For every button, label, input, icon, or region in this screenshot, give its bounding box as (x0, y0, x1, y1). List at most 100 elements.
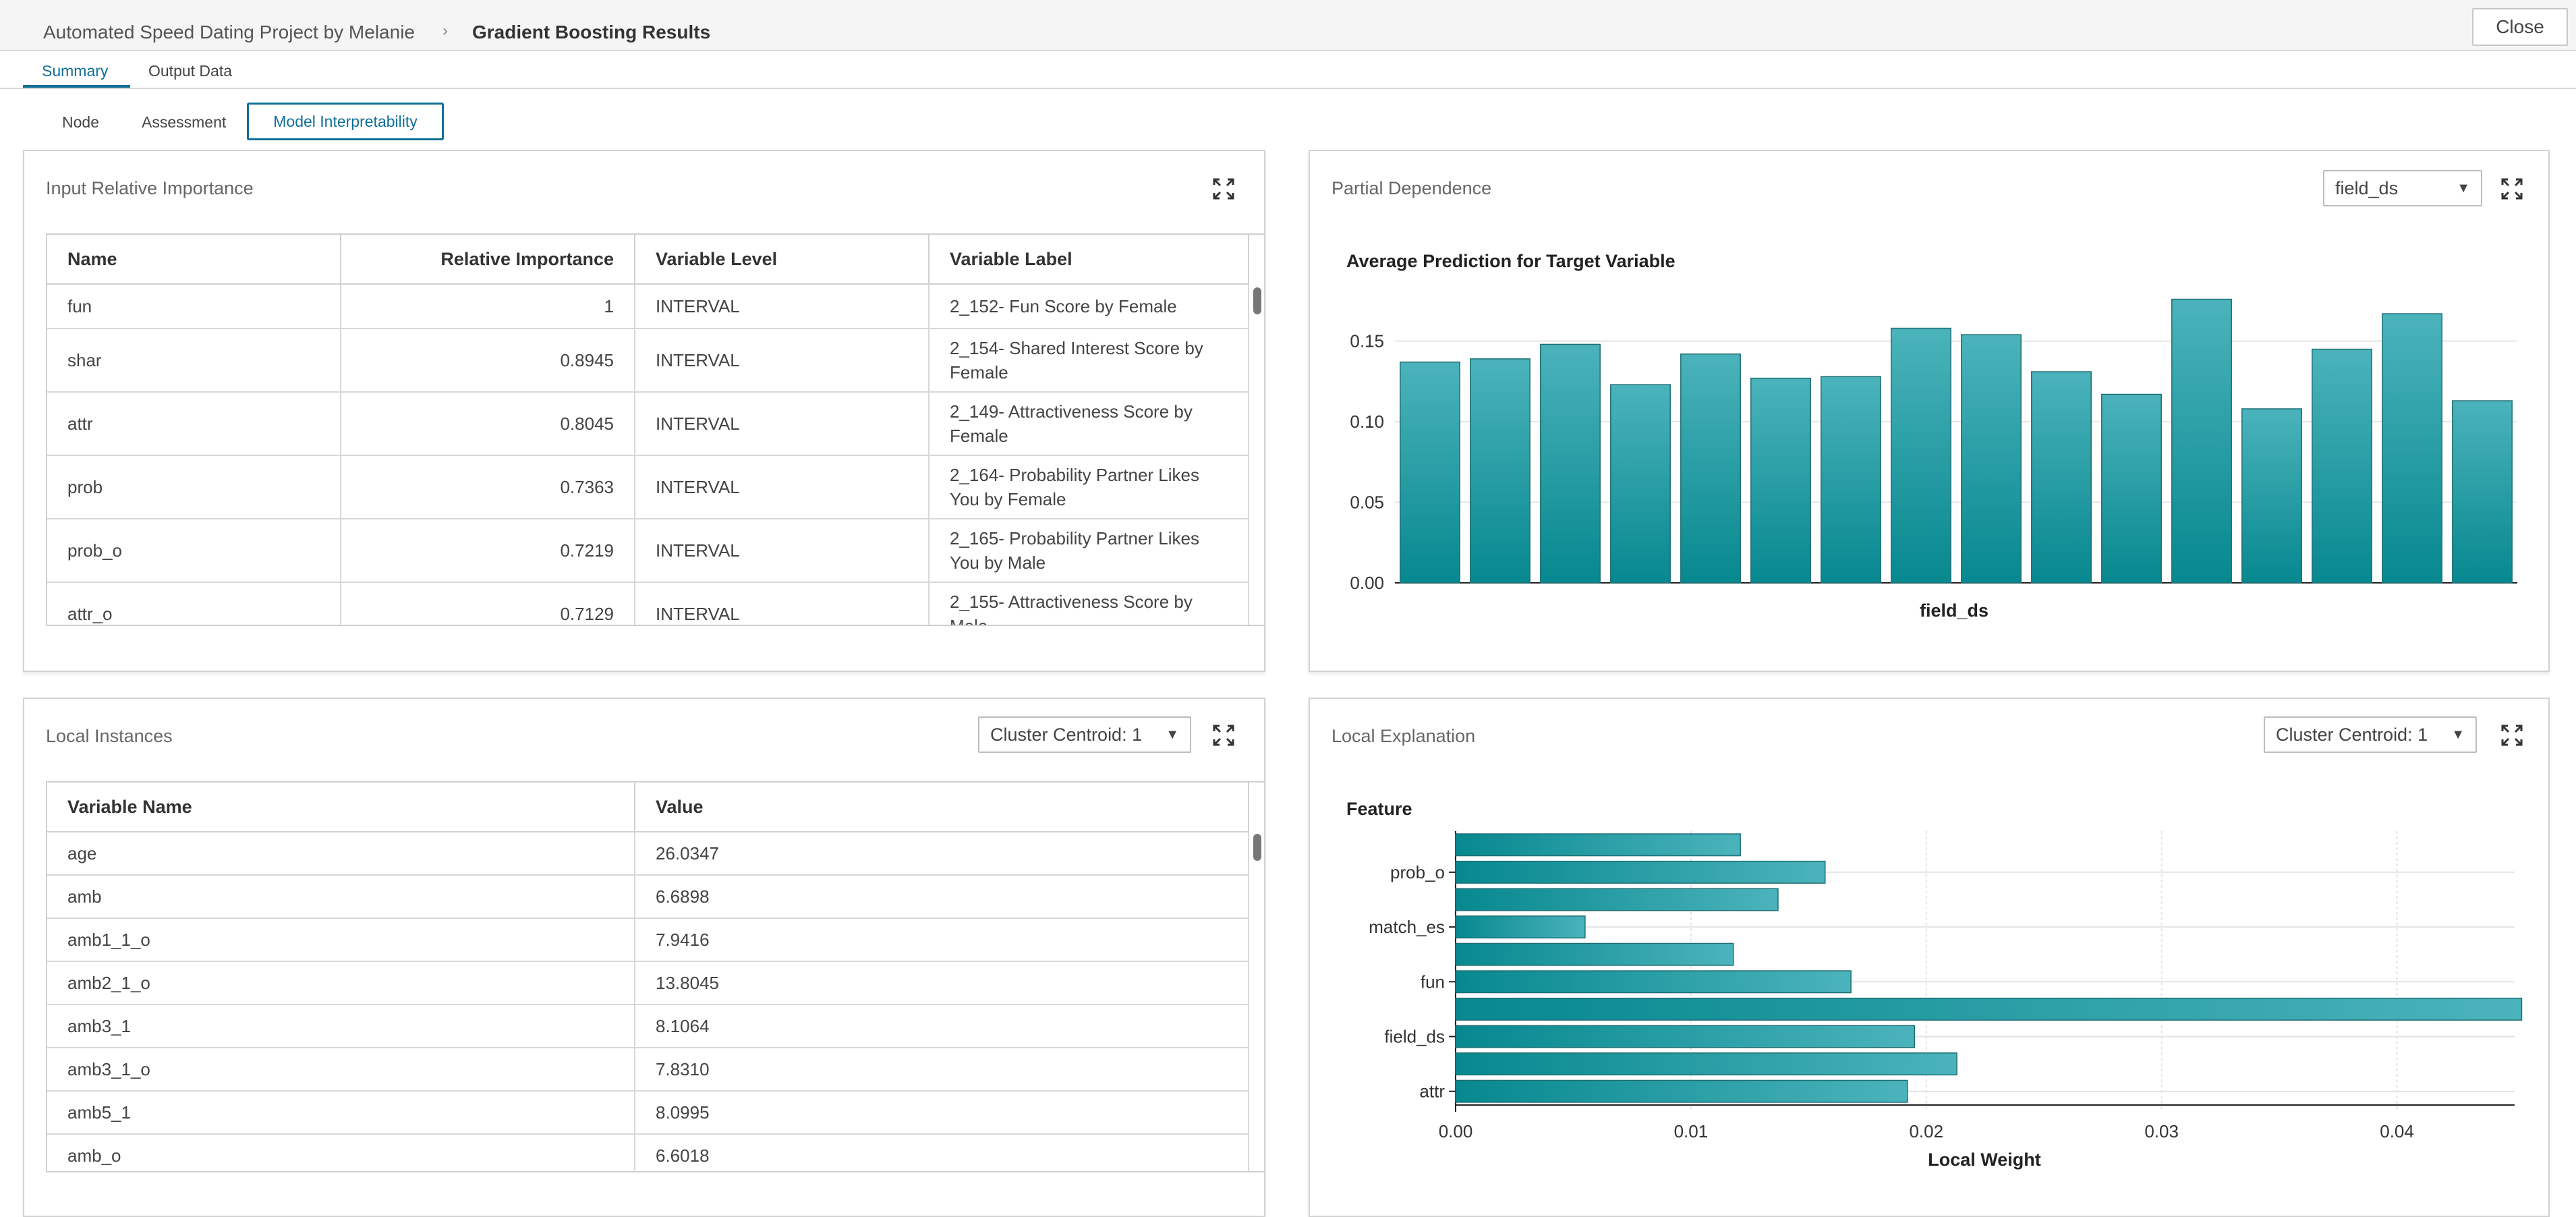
table-row[interactable]: amb3_1 8.1064 (47, 1004, 1249, 1048)
importance-table-container: Name Relative Importance Variable Level … (46, 233, 1265, 626)
table-row[interactable]: attr 0.8045 INTERVAL 2_149- Attractivene… (47, 391, 1249, 456)
cell-label: 2_152- Fun Score by Female (928, 283, 1249, 329)
variable-select-value: field_ds (2335, 178, 2399, 198)
bar[interactable] (1455, 860, 1826, 884)
cell-importance: 0.7363 (340, 455, 635, 519)
bar[interactable] (2312, 348, 2372, 584)
expand-icon[interactable] (2500, 177, 2524, 201)
active-tab-indicator (23, 85, 130, 88)
explanation-instance-select-value: Cluster Centroid: 1 (2276, 725, 2428, 745)
table-row[interactable]: fun 1 INTERVAL 2_152- Fun Score by Femal… (47, 283, 1249, 329)
bar[interactable] (1891, 327, 1951, 584)
scrollbar-thumb[interactable] (1253, 834, 1261, 861)
bar[interactable] (2241, 408, 2302, 584)
chevron-down-icon: ▼ (2457, 181, 2470, 196)
table-row[interactable]: attr_o 0.7129 INTERVAL 2_155- Attractive… (47, 582, 1249, 625)
column-header[interactable]: Relative Importance (340, 235, 635, 285)
breadcrumb-project[interactable]: Automated Speed Dating Project by Melani… (43, 22, 415, 43)
bar[interactable] (1455, 888, 1779, 911)
cell-label: 2_164- Probability Partner Likes You by … (928, 455, 1249, 519)
cell-variable: amb2_1_o (47, 961, 635, 1005)
x-axis-label: field_ds (1920, 600, 1988, 621)
bar[interactable] (2382, 313, 2442, 584)
bar[interactable] (1540, 343, 1601, 584)
local-explanation-panel: Local Explanation Cluster Centroid: 1 ▼ … (1309, 698, 2550, 1217)
subtab-node[interactable]: Node (62, 113, 99, 131)
column-header[interactable]: Variable Label (928, 235, 1249, 285)
instance-select[interactable]: Cluster Centroid: 1 ▼ (978, 716, 1191, 753)
x-tick-label: 0.03 (2144, 1121, 2179, 1141)
bar[interactable] (2171, 298, 2232, 584)
scrollbar-thumb[interactable] (1253, 287, 1261, 314)
x-tick-label: 0.00 (1439, 1121, 1473, 1141)
y-tick-label: attr (1419, 1081, 1445, 1102)
instance-select-value: Cluster Centroid: 1 (990, 725, 1143, 745)
subtab-model-interpretability[interactable]: Model Interpretability (247, 103, 444, 140)
table-row[interactable]: amb1_1_o 7.9416 (47, 917, 1249, 962)
bar[interactable] (1750, 377, 1811, 584)
table-row[interactable]: amb3_1_o 7.8310 (47, 1047, 1249, 1092)
local-instances-panel: Local Instances Cluster Centroid: 1 ▼ Va… (23, 698, 1265, 1217)
column-header[interactable]: Variable Level (634, 235, 929, 285)
table-row[interactable]: amb5_1 8.0995 (47, 1090, 1249, 1135)
importance-panel: Input Relative Importance Name Relative … (23, 150, 1265, 672)
x-tick-label: 0.01 (1674, 1121, 1709, 1141)
bar[interactable] (2031, 371, 2092, 584)
bar[interactable] (1455, 1079, 1908, 1103)
bar[interactable] (1455, 942, 1734, 966)
bar[interactable] (2101, 393, 2162, 584)
cell-variable: amb3_1 (47, 1004, 635, 1048)
bar[interactable] (1455, 1025, 1916, 1048)
panel-title: Partial Dependence (1332, 178, 1492, 198)
y-tick-label: fun (1421, 971, 1445, 992)
cell-variable: amb5_1 (47, 1090, 635, 1135)
close-button[interactable]: Close (2472, 8, 2568, 46)
cell-value: 6.6018 (634, 1133, 1249, 1171)
explanation-instance-select[interactable]: Cluster Centroid: 1 ▼ (2264, 716, 2477, 753)
column-header[interactable]: Variable Name (47, 783, 635, 832)
cell-variable: amb1_1_o (47, 917, 635, 962)
bar[interactable] (1455, 970, 1852, 994)
bar[interactable] (1610, 384, 1671, 584)
bar[interactable] (1455, 833, 1741, 857)
cell-level: INTERVAL (634, 455, 929, 519)
instances-table: Variable Name Value age 26.0347 amb 6.68… (47, 783, 1249, 1171)
cell-variable: amb_o (47, 1133, 635, 1171)
tab-summary[interactable]: Summary (42, 62, 109, 80)
table-row[interactable]: prob 0.7363 INTERVAL 2_164- Probability … (47, 455, 1249, 519)
expand-icon[interactable] (1211, 177, 1236, 201)
bar[interactable] (1961, 334, 2022, 584)
y-tick-label: 0.05 (1350, 492, 1384, 513)
table-row[interactable]: prob_o 0.7219 INTERVAL 2_165- Probabilit… (47, 518, 1249, 583)
cell-value: 8.1064 (634, 1004, 1249, 1048)
header-bar: Automated Speed Dating Project by Melani… (0, 0, 2576, 51)
column-header[interactable]: Name (47, 235, 341, 285)
expand-icon[interactable] (1211, 723, 1236, 747)
table-row[interactable]: amb2_1_o 13.8045 (47, 961, 1249, 1005)
table-row[interactable]: amb 6.6898 (47, 874, 1249, 919)
variable-select[interactable]: field_ds ▼ (2323, 170, 2482, 206)
tab-output-data[interactable]: Output Data (148, 62, 233, 80)
bar[interactable] (1400, 361, 1460, 584)
bar[interactable] (1821, 376, 1881, 584)
bar[interactable] (1470, 358, 1530, 584)
cell-name: fun (47, 283, 341, 329)
bar[interactable] (2452, 400, 2513, 584)
bar[interactable] (1455, 915, 1586, 939)
table-row[interactable]: amb_o 6.6018 (47, 1133, 1249, 1171)
bar[interactable] (1680, 353, 1741, 584)
expand-icon[interactable] (2500, 723, 2524, 747)
table-row[interactable]: age 26.0347 (47, 831, 1249, 876)
panel-title: Local Explanation (1332, 726, 1476, 746)
x-tick-label: 0.04 (2380, 1121, 2414, 1141)
column-header[interactable]: Value (634, 783, 1249, 832)
cell-importance: 0.8945 (340, 328, 635, 393)
table-header-row: Name Relative Importance Variable Level … (47, 235, 1249, 285)
table-row[interactable]: shar 0.8945 INTERVAL 2_154- Shared Inter… (47, 328, 1249, 393)
subtab-assessment[interactable]: Assessment (142, 113, 227, 131)
breadcrumb-separator: › (442, 22, 448, 40)
instances-table-container: Variable Name Value age 26.0347 amb 6.68… (46, 781, 1265, 1172)
bar[interactable] (1455, 1052, 1957, 1076)
bar[interactable] (1455, 997, 2523, 1021)
